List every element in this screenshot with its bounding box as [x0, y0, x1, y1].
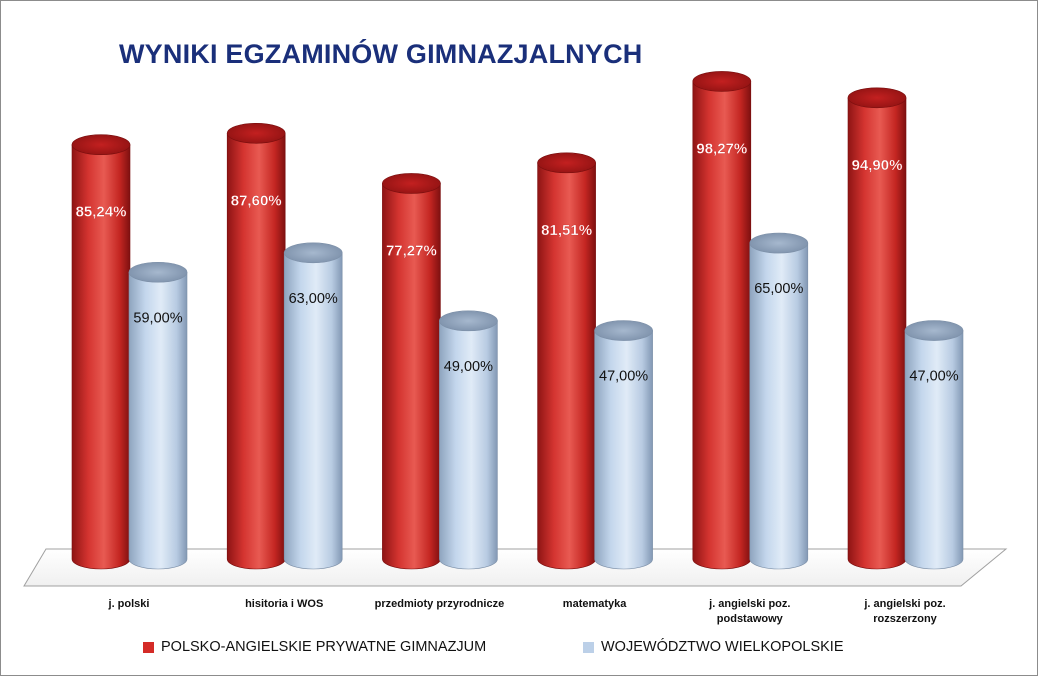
bar-top	[847, 87, 907, 109]
bar-top	[749, 232, 809, 254]
bar-top	[128, 261, 188, 283]
bar-top	[904, 320, 964, 341]
bar-top	[71, 134, 131, 156]
bar-body	[749, 242, 809, 570]
bar-series-1-5: 98,27%	[692, 71, 752, 570]
legend-item-series-1: POLSKO-ANGIELSKIE PRYWATNE GIMNAZJUM	[143, 639, 486, 655]
chart-title: WYNIKI EGZAMINÓW GIMNAZJALNYCH	[119, 39, 643, 69]
legend-label-series-2: WOJEWÓDZTWO WIELKOPOLSKIE	[601, 639, 844, 655]
bar-top	[537, 152, 596, 174]
data-label: 81,51%	[541, 222, 592, 239]
legend-label-series-1: POLSKO-ANGIELSKIE PRYWATNE GIMNAZJUM	[161, 639, 487, 655]
bar-series-1-1: 85,24%	[71, 134, 131, 570]
x-tick-label: j. polski	[108, 598, 150, 610]
data-label: 63,00%	[289, 291, 338, 307]
x-tick-label: hisitoria i WOS	[245, 598, 323, 610]
data-label: 47,00%	[599, 369, 648, 385]
bar-series-2-6: 47,00%	[904, 320, 964, 570]
data-label: 85,24%	[76, 204, 127, 221]
x-tick-label: podstawowy	[717, 613, 784, 625]
bar-series-1-2: 87,60%	[226, 122, 286, 570]
data-label: 59,00%	[133, 310, 182, 326]
bar-body	[382, 183, 441, 570]
x-tick-label: j. angielski poz.	[708, 598, 790, 610]
bar-top	[692, 71, 752, 92]
bar-body	[283, 252, 343, 570]
data-label: 94,90%	[852, 157, 903, 174]
data-label: 87,60%	[231, 192, 282, 209]
bar-body	[128, 271, 188, 570]
x-tick-label: przedmioty przyrodnicze	[375, 598, 505, 610]
legend-swatch-series-2	[583, 641, 594, 653]
legend-swatch-series-1	[143, 641, 154, 653]
bars-layer: 85,24% 59,00% 87,60% 63,00% 77,27% 49,00% 81,5…	[71, 71, 964, 570]
bar-series-1-4: 81,51%	[537, 152, 596, 570]
bar-top	[382, 173, 441, 194]
data-label: 98,27%	[696, 140, 747, 157]
legend: POLSKO-ANGIELSKIE PRYWATNE GIMNAZJUM WOJ…	[1, 639, 1037, 661]
x-tick-label: matematyka	[563, 598, 627, 610]
bar-top	[439, 310, 498, 332]
bar-series-2-5: 65,00%	[749, 232, 809, 570]
x-axis-labels: j. polski hisitoria i WOS przedmioty przyr…	[108, 598, 946, 625]
bar-series-1-6: 94,90%	[847, 87, 907, 570]
data-label: 49,00%	[444, 359, 493, 375]
bar-series-2-3: 49,00%	[439, 310, 498, 570]
data-label: 65,00%	[754, 281, 803, 297]
bar-top	[226, 122, 286, 144]
bar-body	[594, 330, 653, 570]
bar-top	[594, 320, 653, 341]
bar-top	[283, 242, 343, 264]
x-tick-label: rozszerzony	[873, 613, 937, 625]
bar-series-2-2: 63,00%	[283, 242, 343, 570]
bar-series-2-1: 59,00%	[128, 261, 188, 570]
data-label: 77,27%	[386, 242, 437, 259]
bar-body	[904, 330, 964, 570]
bar-series-2-4: 47,00%	[594, 320, 653, 570]
legend-item-series-2: WOJEWÓDZTWO WIELKOPOLSKIE	[583, 639, 844, 655]
x-tick-label: j. angielski poz.	[863, 598, 945, 610]
bar-series-1-3: 77,27%	[382, 173, 441, 570]
data-label: 47,00%	[909, 369, 958, 385]
bar-body	[439, 320, 498, 570]
